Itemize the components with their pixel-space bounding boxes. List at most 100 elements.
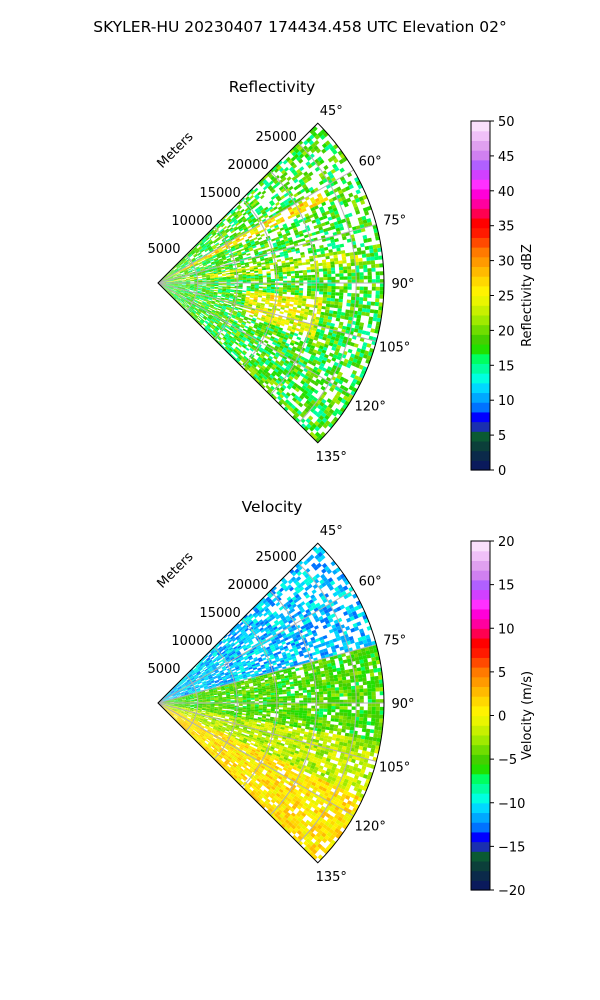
radar-cell [305, 418, 311, 424]
radar-cell [229, 267, 234, 270]
radar-cell [200, 313, 205, 317]
radar-cell [311, 209, 317, 215]
radar-cell [257, 268, 263, 271]
radar-cell [233, 328, 238, 333]
radar-cell [322, 336, 327, 341]
radar-cell [339, 192, 345, 198]
radar-cell [276, 231, 282, 235]
radar-cell [177, 289, 181, 292]
radar-cell [190, 285, 195, 287]
radar-cell [259, 306, 265, 310]
colorbar-swatch [471, 285, 490, 297]
radar-cell [255, 242, 260, 246]
radar-cell [289, 359, 295, 365]
radar-cell [307, 360, 313, 365]
radar-cell [231, 247, 236, 251]
radar-cell [238, 328, 243, 332]
radar-cell [260, 353, 266, 358]
radar-cell [249, 340, 254, 345]
radar-cell [169, 286, 174, 289]
radar-cell [189, 289, 194, 291]
radar-cell [367, 271, 372, 276]
radar-cell [354, 325, 360, 330]
radar-cell [282, 289, 287, 292]
radar-cell [300, 252, 305, 256]
radar-cell [308, 171, 314, 177]
radar-cell [314, 263, 319, 267]
radar-cell [240, 263, 245, 266]
radar-cell [277, 317, 283, 321]
radar-cell [255, 201, 260, 206]
radar-cell [266, 271, 271, 274]
radar-cell [184, 262, 189, 266]
radar-cell [280, 322, 285, 327]
radar-cell [218, 279, 223, 281]
radar-cell [193, 308, 198, 312]
colorbar-swatch [471, 130, 490, 141]
colorbar-swatch [471, 343, 490, 355]
radar-cell [197, 272, 202, 274]
radar-cell [340, 196, 346, 201]
radar-cell [310, 148, 316, 154]
radar-cell [177, 287, 182, 289]
radar-cell [214, 258, 219, 262]
radar-cell [238, 291, 243, 294]
radar-cell [165, 278, 170, 281]
radar-cell [228, 299, 233, 302]
radar-cell [241, 296, 246, 299]
radar-cell [186, 285, 191, 287]
radar-cell [170, 292, 175, 296]
radar-cell [264, 373, 270, 379]
radar-cell [161, 285, 165, 288]
radar-cell [312, 410, 318, 416]
radar-cell [177, 286, 182, 288]
radar-cell [260, 303, 265, 306]
radar-cell [188, 254, 193, 258]
radar-cell [262, 212, 268, 217]
radar-cell [244, 229, 249, 233]
radar-cell [209, 258, 214, 261]
radar-cell [227, 259, 232, 262]
panel-title: Velocity [242, 498, 303, 516]
radar-cell [244, 316, 249, 320]
radar-cell [282, 269, 287, 273]
radar-cell [192, 251, 196, 256]
radar-cell [230, 306, 235, 310]
radar-cell [250, 276, 255, 279]
radar-cell [224, 298, 229, 301]
radar-cell [287, 355, 293, 360]
radar-cell [250, 287, 255, 290]
radar-cell [169, 287, 173, 290]
radar-cell [209, 305, 214, 308]
radar-cell [312, 202, 318, 207]
radar-cell [320, 134, 326, 140]
radar-cell [352, 378, 358, 384]
radar-cell [335, 347, 340, 353]
radar-cell [226, 315, 232, 319]
radar-cell [224, 334, 229, 338]
radar-cell [186, 265, 191, 269]
radar-cell [378, 306, 383, 311]
radar-cell [266, 218, 271, 223]
radar-cell [378, 255, 383, 260]
radar-cell [318, 195, 324, 201]
radar-cell [268, 206, 274, 211]
radar-cell [239, 340, 244, 345]
radar-cell [371, 279, 376, 283]
radar-cell [303, 314, 308, 318]
radar-cell [204, 267, 209, 270]
radar-cell [252, 258, 257, 262]
radar-cell [278, 293, 283, 297]
radar-cell [321, 212, 327, 217]
radar-cell [169, 285, 174, 287]
radar-cell [283, 309, 289, 313]
radar-cell [176, 291, 180, 294]
radar-cell [334, 301, 339, 306]
radar-cell [328, 313, 333, 317]
radar-cell [223, 260, 228, 263]
radar-cell [201, 302, 206, 306]
radar-cell [212, 265, 217, 268]
radar-cell [281, 330, 287, 335]
radar-cell [217, 295, 222, 298]
radar-cell [238, 349, 243, 353]
